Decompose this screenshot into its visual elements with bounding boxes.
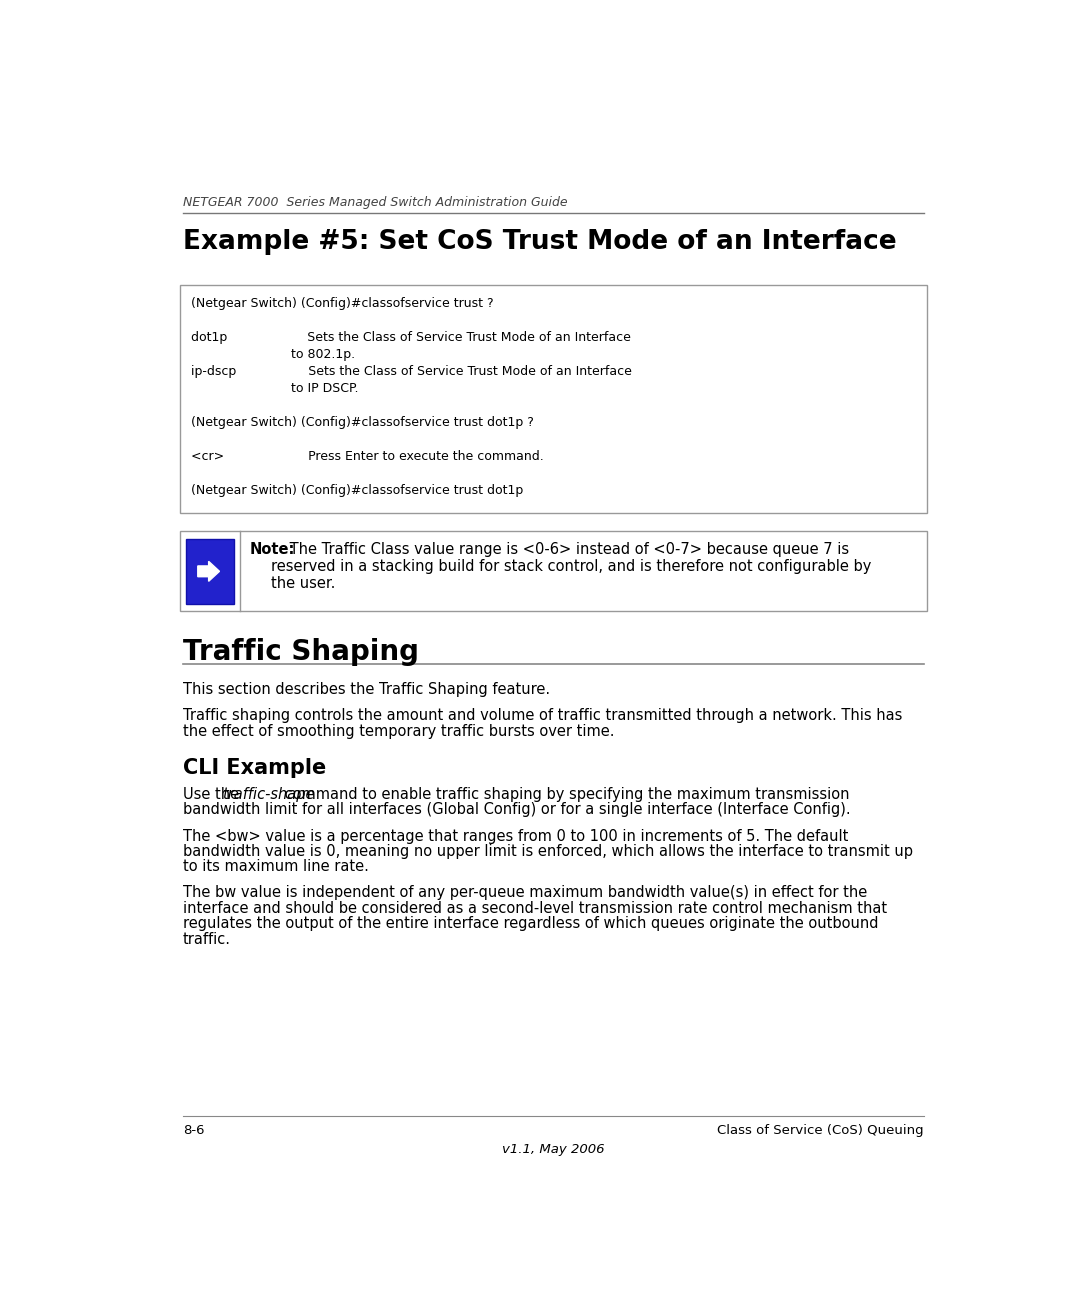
Text: Class of Service (CoS) Queuing: Class of Service (CoS) Queuing	[717, 1124, 924, 1137]
Text: (Netgear Switch) (Config)#classofservice trust ?: (Netgear Switch) (Config)#classofservice…	[191, 297, 494, 310]
Text: Traffic shaping controls the amount and volume of traffic transmitted through a : Traffic shaping controls the amount and …	[183, 709, 903, 723]
Text: CLI Example: CLI Example	[183, 758, 326, 778]
Text: Traffic Shaping: Traffic Shaping	[183, 638, 419, 666]
Text: the user.: the user.	[271, 575, 336, 591]
Text: ip-dscp                  Sets the Class of Service Trust Mode of an Interface: ip-dscp Sets the Class of Service Trust …	[191, 365, 632, 378]
Text: Example #5: Set CoS Trust Mode of an Interface: Example #5: Set CoS Trust Mode of an Int…	[183, 228, 896, 255]
Text: command to enable traffic shaping by specifying the maximum transmission: command to enable traffic shaping by spe…	[280, 787, 850, 802]
Text: Use the: Use the	[183, 787, 244, 802]
Text: The Traffic Class value range is <0-6> instead of <0-7> because queue 7 is: The Traffic Class value range is <0-6> i…	[285, 542, 850, 557]
Bar	[180, 285, 927, 513]
Text: The bw value is independent of any per-queue maximum bandwidth value(s) in effec: The bw value is independent of any per-q…	[183, 885, 867, 901]
Text: 8-6: 8-6	[183, 1124, 204, 1137]
Text: traffic.: traffic.	[183, 932, 231, 946]
Text: to its maximum line rate.: to its maximum line rate.	[183, 859, 369, 875]
Text: NETGEAR 7000  Series Managed Switch Administration Guide: NETGEAR 7000 Series Managed Switch Admin…	[183, 196, 568, 209]
Text: (Netgear Switch) (Config)#classofservice trust dot1p: (Netgear Switch) (Config)#classofservice…	[191, 483, 523, 496]
Text: This section describes the Traffic Shaping feature.: This section describes the Traffic Shapi…	[183, 682, 550, 697]
Text: regulates the output of the entire interface regardless of which queues originat: regulates the output of the entire inter…	[183, 916, 878, 932]
Text: to IP DSCP.: to IP DSCP.	[191, 382, 359, 395]
Text: traffic-shape: traffic-shape	[221, 787, 314, 802]
Text: reserved in a stacking build for stack control, and is therefore not configurabl: reserved in a stacking build for stack c…	[271, 559, 872, 574]
FancyArrow shape	[198, 561, 219, 582]
Text: (Netgear Switch) (Config)#classofservice trust dot1p ?: (Netgear Switch) (Config)#classofservice…	[191, 416, 534, 429]
Text: the effect of smoothing temporary traffic bursts over time.: the effect of smoothing temporary traffi…	[183, 723, 615, 739]
Text: <cr>                     Press Enter to execute the command.: <cr> Press Enter to execute the command.	[191, 450, 543, 463]
Bar	[186, 539, 234, 604]
Bar	[180, 531, 927, 612]
Text: Note:: Note:	[249, 542, 295, 557]
Text: interface and should be considered as a second-level transmission rate control m: interface and should be considered as a …	[183, 901, 887, 916]
Text: bandwidth value is 0, meaning no upper limit is enforced, which allows the inter: bandwidth value is 0, meaning no upper l…	[183, 844, 913, 859]
Text: bandwidth limit for all interfaces (Global Config) or for a single interface (In: bandwidth limit for all interfaces (Glob…	[183, 802, 851, 818]
Text: v1.1, May 2006: v1.1, May 2006	[502, 1143, 605, 1156]
Text: The <bw> value is a percentage that ranges from 0 to 100 in increments of 5. The: The <bw> value is a percentage that rang…	[183, 828, 849, 844]
Text: to 802.1p.: to 802.1p.	[191, 349, 355, 362]
Text: dot1p                    Sets the Class of Service Trust Mode of an Interface: dot1p Sets the Class of Service Trust Mo…	[191, 330, 631, 343]
